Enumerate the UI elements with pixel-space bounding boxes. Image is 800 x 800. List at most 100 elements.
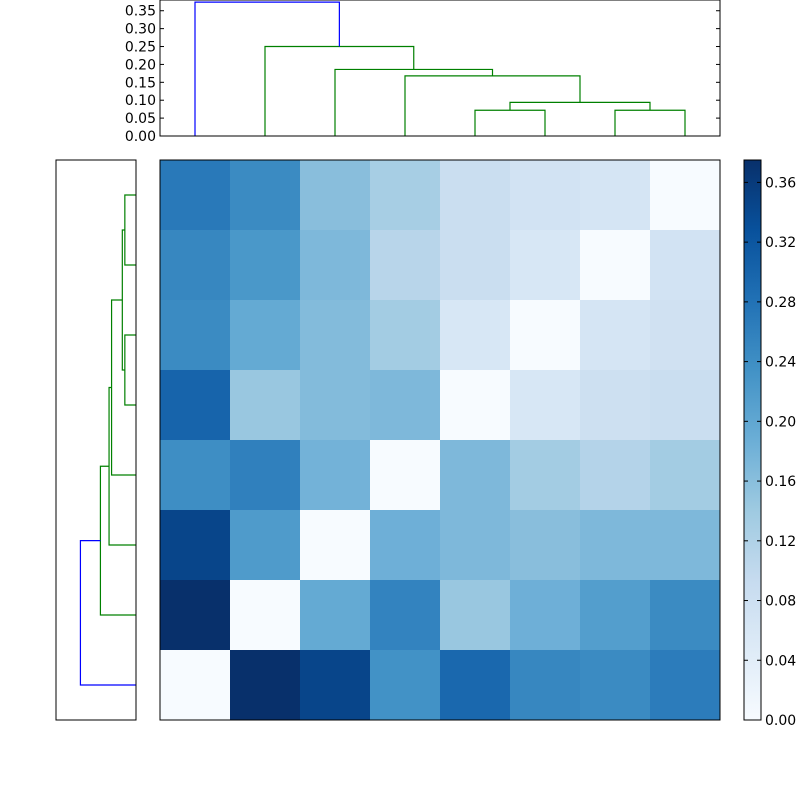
- heatmap-cell: [580, 160, 651, 231]
- left-dendrogram-frame: [55, 159, 137, 721]
- colorbar-tick-label: 0.00: [765, 713, 796, 729]
- heatmap-cell: [580, 300, 651, 371]
- heatmap-cell: [160, 160, 231, 231]
- heatmap-cell: [650, 370, 721, 441]
- heatmap-cell: [230, 300, 301, 371]
- top-dendrogram-tick-label: 0.05: [125, 111, 156, 127]
- heatmap-cell: [160, 650, 231, 721]
- heatmap-cell: [650, 440, 721, 511]
- heatmap-frame: [159, 159, 721, 721]
- colorbar-tick-label: 0.24: [765, 355, 796, 371]
- heatmap-cell: [300, 440, 371, 511]
- top-dendrogram-tick-label: 0.20: [125, 57, 156, 73]
- heatmap-cell: [300, 510, 371, 581]
- heatmap-cell: [160, 580, 231, 651]
- colorbar: [743, 159, 762, 721]
- heatmap-cell: [440, 440, 511, 511]
- heatmap-cell: [230, 370, 301, 441]
- heatmap-cell: [650, 650, 721, 721]
- left-dendrogram-link: [108, 386, 136, 546]
- heatmap-cell: [650, 510, 721, 581]
- top-dendrogram-tick-label: 0.30: [125, 22, 156, 38]
- heatmap-cell: [370, 650, 441, 721]
- heatmap-cell: [650, 160, 721, 231]
- heatmap-cell: [650, 230, 721, 301]
- heatmap-cell: [370, 300, 441, 371]
- colorbar-tick-label: 0.20: [765, 414, 796, 430]
- top-dendrogram-link: [264, 45, 415, 136]
- left-dendrogram-link: [110, 299, 136, 476]
- heatmap-cell: [160, 510, 231, 581]
- heatmap-cell: [440, 370, 511, 441]
- colorbar-tick-label: 0.12: [765, 534, 796, 550]
- heatmap-cell: [230, 580, 301, 651]
- colorbar-tick-label: 0.28: [765, 295, 796, 311]
- colorbar-tick-label: 0.16: [765, 474, 796, 490]
- heatmap-cell: [440, 650, 511, 721]
- heatmap-cell: [370, 510, 441, 581]
- heatmap: [160, 160, 721, 721]
- heatmap-cell: [300, 300, 371, 371]
- left-dendrogram: [79, 194, 136, 686]
- heatmap-cell: [230, 440, 301, 511]
- left-dendrogram-link: [79, 540, 136, 686]
- top-dendrogram-tick-label: 0.15: [125, 75, 156, 91]
- heatmap-cell: [650, 580, 721, 651]
- heatmap-cell: [370, 230, 441, 301]
- heatmap-cell: [230, 160, 301, 231]
- heatmap-cell: [580, 440, 651, 511]
- heatmap-cell: [160, 440, 231, 511]
- heatmap-cell: [580, 370, 651, 441]
- top-dendrogram-tick-label: 0.35: [125, 4, 156, 20]
- heatmap-cell: [580, 510, 651, 581]
- heatmap-cell: [510, 160, 581, 231]
- heatmap-cell: [580, 230, 651, 301]
- heatmap-cell: [370, 160, 441, 231]
- left-dendrogram-link: [99, 465, 136, 616]
- top-dendrogram-frame: [159, 0, 721, 137]
- heatmap-cell: [160, 300, 231, 371]
- heatmap-cell: [510, 300, 581, 371]
- colorbar-tick-label: 0.36: [765, 175, 796, 191]
- heatmap-cell: [230, 510, 301, 581]
- heatmap-cell: [370, 370, 441, 441]
- colorbar-axis: 0.00 0.04 0.08 0.12 0.16 0.20 0.24 0.28 0.32 0.36: [744, 175, 796, 729]
- top-dendrogram-tick-label: 0.10: [125, 93, 156, 109]
- top-dendrogram-link: [614, 109, 686, 136]
- top-dendrogram-link: [509, 101, 651, 111]
- heatmap-cell: [440, 510, 511, 581]
- heatmap-cell: [300, 230, 371, 301]
- colorbar-tick-label: 0.32: [765, 235, 796, 251]
- heatmap-cell: [160, 230, 231, 301]
- heatmap-cell: [510, 580, 581, 651]
- top-dendrogram-link: [404, 75, 581, 136]
- top-dendrogram-link: [194, 1, 340, 136]
- top-dendrogram-link: [334, 68, 494, 136]
- top-dendrogram: [194, 1, 686, 136]
- top-dendrogram-y-axis: 0.00 0.05 0.10 0.15 0.200.25 0.30 0.35: [125, 4, 720, 145]
- heatmap-cell: [510, 370, 581, 441]
- heatmap-cell: [580, 650, 651, 721]
- left-dendrogram-link: [124, 334, 136, 406]
- heatmap-cell: [510, 440, 581, 511]
- heatmap-cell: [370, 440, 441, 511]
- heatmap-cell: [300, 160, 371, 231]
- heatmap-cell: [230, 230, 301, 301]
- heatmap-cell: [440, 230, 511, 301]
- heatmap-cell: [230, 650, 301, 721]
- colorbar-tick-label: 0.08: [765, 594, 796, 610]
- heatmap-cell: [580, 580, 651, 651]
- heatmap-cell: [440, 300, 511, 371]
- heatmap-cell: [300, 370, 371, 441]
- colorbar-tick-label: 0.04: [765, 653, 796, 669]
- heatmap-cell: [510, 510, 581, 581]
- heatmap-cell: [510, 650, 581, 721]
- left-dendrogram-link: [124, 194, 136, 266]
- heatmap-cell: [300, 650, 371, 721]
- heatmap-cell: [440, 160, 511, 231]
- heatmap-cell: [300, 580, 371, 651]
- heatmap-cell: [650, 300, 721, 371]
- top-dendrogram-tick-label: 0.00: [125, 129, 156, 145]
- heatmap-cell: [370, 580, 441, 651]
